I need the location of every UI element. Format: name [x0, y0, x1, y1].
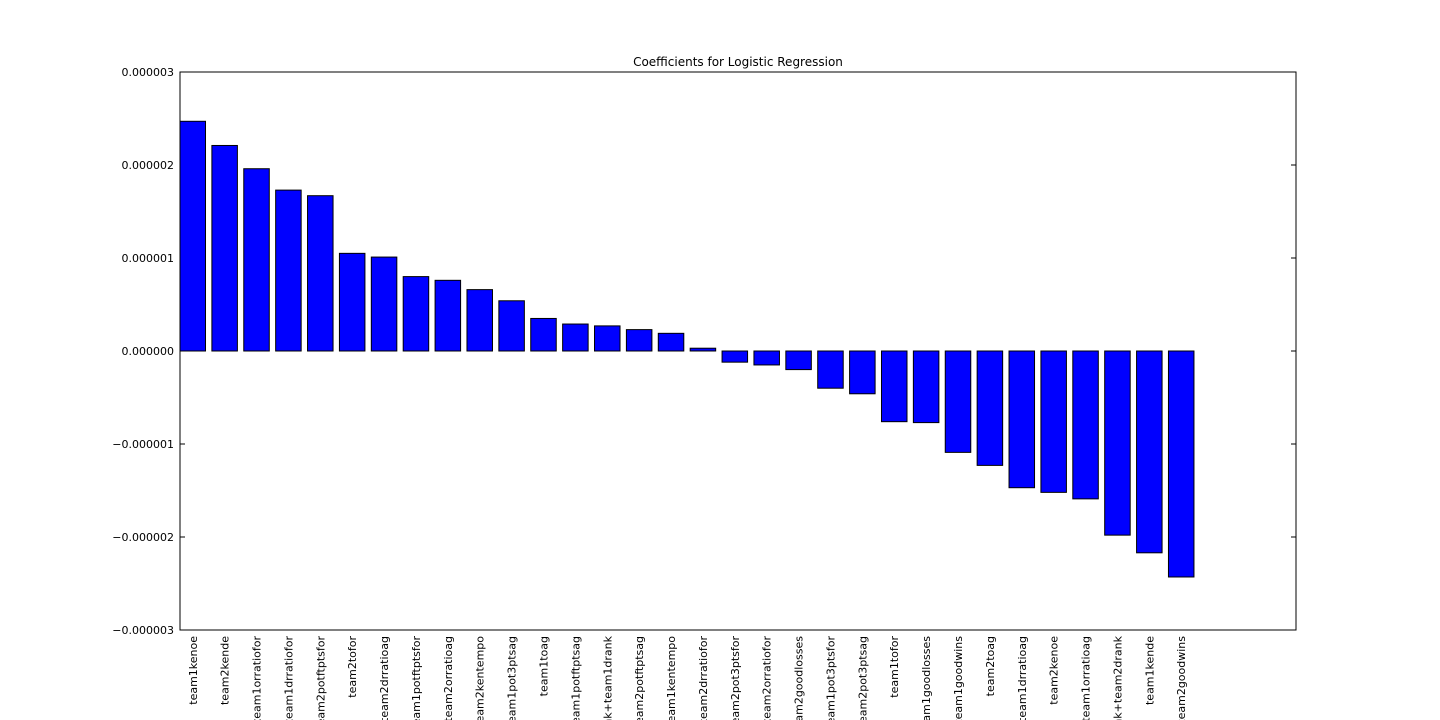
x-tick-label: team1goodwins	[952, 636, 965, 720]
x-tick-label: eam2goodlosses	[793, 636, 806, 720]
plot-frame	[179, 71, 1297, 631]
x-tick-label: team2potftptsfor	[314, 636, 327, 720]
x-tick-label: team1toag	[537, 636, 550, 696]
x-tick-label: team2drratioag	[378, 636, 391, 720]
bar	[976, 350, 1004, 466]
chart-title: Coefficients for Logistic Regression	[633, 55, 843, 69]
bar	[370, 256, 398, 352]
bar	[594, 325, 621, 352]
y-tick-label: 0.000000	[122, 345, 175, 358]
bar	[562, 323, 589, 352]
x-tick-label: team2kentempo	[474, 636, 487, 720]
x-tick-label: team1kende	[1143, 636, 1156, 705]
x-tick-label: team1potftptsag	[569, 636, 582, 720]
x-tick-label: team2pot3ptsfor	[729, 636, 742, 720]
x-tick-label: team2pot3ptsag	[856, 636, 869, 720]
bar	[912, 350, 940, 424]
bar	[530, 317, 557, 352]
y-tick-label: −0.000001	[112, 438, 174, 451]
x-tick-label: team2orratiofor	[761, 636, 774, 720]
bar	[434, 279, 462, 352]
x-tick-label: team2kende	[219, 636, 232, 705]
x-tick-label: team2tofor	[346, 636, 359, 698]
x-tick-label: team1kenoe	[187, 636, 200, 705]
bar	[307, 195, 334, 352]
y-tick-label: 0.000001	[122, 252, 175, 265]
bar	[1072, 350, 1099, 500]
x-tick-label: team2toag	[984, 636, 997, 696]
x-tick-label: team2drratiofor	[697, 636, 710, 720]
bar	[880, 350, 908, 423]
bar	[721, 350, 749, 363]
y-tick-label: 0.000003	[122, 66, 175, 79]
x-tick-label: team1tofor	[888, 636, 901, 698]
x-tick-label: team1drratiofor	[282, 636, 295, 720]
bar	[1008, 350, 1036, 489]
bar	[211, 144, 238, 352]
bar	[944, 350, 972, 453]
bar	[1136, 350, 1163, 554]
y-tick-label: −0.000003	[112, 624, 174, 637]
bar	[817, 350, 844, 389]
x-tick-label: team1orratiofor	[251, 636, 264, 720]
x-tick-label: team2kenoe	[1048, 636, 1061, 705]
bar	[689, 347, 717, 352]
bar	[1040, 350, 1067, 493]
x-tick-label: team1drratioag	[1016, 636, 1029, 720]
x-tick-label: team2potftptsag	[633, 636, 646, 720]
y-tick-label: −0.000002	[112, 531, 174, 544]
bar	[849, 350, 876, 395]
bar	[657, 332, 685, 352]
x-tick-label: team1pot3ptsag	[506, 636, 519, 720]
bar	[179, 120, 207, 352]
x-tick-label: team1kentempo	[665, 636, 678, 720]
bar	[498, 300, 525, 352]
bar	[753, 350, 780, 366]
bar	[243, 168, 270, 352]
x-tick-label: team1potftptsfor	[410, 636, 423, 720]
x-tick-label: ank+team1drank	[601, 635, 614, 720]
x-tick-label: ank+team2drank	[1111, 635, 1124, 720]
bar	[466, 289, 493, 352]
x-tick-label: team2orratioag	[442, 636, 455, 720]
bar	[625, 329, 653, 352]
bar	[402, 276, 430, 352]
x-tick-label: eam1goodlosses	[920, 636, 933, 720]
y-tick-label: 0.000002	[122, 159, 175, 172]
bar	[1167, 350, 1195, 578]
bar	[1104, 350, 1131, 536]
bar	[275, 189, 302, 352]
x-tick-label: team1orratioag	[1080, 636, 1093, 720]
bar	[785, 350, 812, 371]
bar	[338, 252, 366, 352]
x-tick-label: team2goodwins	[1175, 636, 1188, 720]
x-tick-label: team1pot3ptsfor	[824, 636, 837, 720]
